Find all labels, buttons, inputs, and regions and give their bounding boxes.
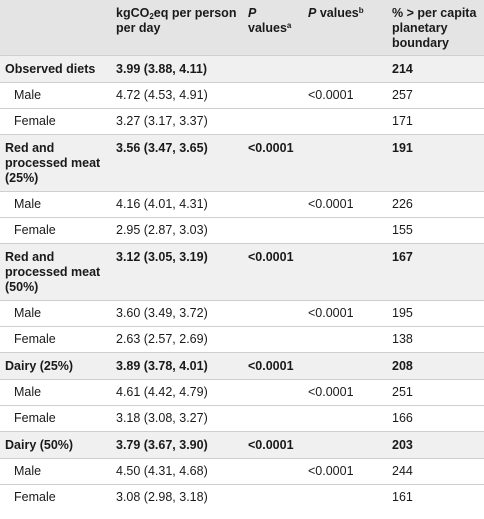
p-value-b: <0.0001 bbox=[308, 196, 354, 211]
table-row: Male 4.72 (4.53, 4.91) <0.0001 257 bbox=[0, 82, 484, 108]
percent-above-boundary: 155 bbox=[392, 222, 413, 237]
row-label: Dairy (50%) bbox=[5, 437, 74, 452]
row-label: Female bbox=[14, 331, 56, 346]
emissions-value: 2.95 (2.87, 3.03) bbox=[116, 222, 208, 237]
table-row: Observed diets 3.99 (3.88, 4.11) 214 bbox=[0, 55, 484, 82]
percent-above-boundary: 191 bbox=[392, 140, 413, 155]
p-value-b bbox=[304, 108, 388, 134]
header-planetary-boundary: % > per capita planetary boundary bbox=[388, 0, 484, 55]
percent-above-boundary: 226 bbox=[392, 196, 413, 211]
percent-above-boundary: 257 bbox=[392, 87, 413, 102]
table-row: Male 4.50 (4.31, 4.68) <0.0001 244 bbox=[0, 458, 484, 484]
p-value-b bbox=[304, 431, 388, 458]
emissions-value: 3.12 (3.05, 3.19) bbox=[116, 249, 208, 264]
p-value-b: <0.0001 bbox=[308, 87, 354, 102]
table-row: Male 4.16 (4.01, 4.31) <0.0001 226 bbox=[0, 191, 484, 217]
percent-above-boundary: 203 bbox=[392, 437, 413, 452]
percent-above-boundary: 208 bbox=[392, 358, 413, 373]
row-label: Male bbox=[14, 87, 42, 102]
emissions-value: 3.79 (3.67, 3.90) bbox=[116, 437, 208, 452]
table-row: Female 3.08 (2.98, 3.18) 161 bbox=[0, 484, 484, 510]
emissions-value: 3.99 (3.88, 4.11) bbox=[116, 61, 208, 76]
emissions-value: 3.89 (3.78, 4.01) bbox=[116, 358, 208, 373]
emissions-value: 4.50 (4.31, 4.68) bbox=[116, 463, 208, 478]
table-row: Female 3.27 (3.17, 3.37) 171 bbox=[0, 108, 484, 134]
header-p-values-b: P valuesb bbox=[304, 0, 388, 55]
percent-above-boundary: 138 bbox=[392, 331, 413, 346]
p-value-b bbox=[304, 217, 388, 243]
p-value-a bbox=[244, 405, 304, 431]
row-label: Male bbox=[14, 196, 42, 211]
table-header: kgCO2eq per person per day P valuesa P v… bbox=[0, 0, 484, 55]
p-value-a bbox=[244, 484, 304, 510]
emissions-value: 2.63 (2.57, 2.69) bbox=[116, 331, 208, 346]
p-value-a: <0.0001 bbox=[248, 140, 294, 155]
p-value-b bbox=[304, 352, 388, 379]
row-label: Female bbox=[14, 410, 56, 425]
percent-above-boundary: 244 bbox=[392, 463, 413, 478]
percent-above-boundary: 166 bbox=[392, 410, 413, 425]
p-value-b bbox=[304, 134, 388, 191]
percent-above-boundary: 251 bbox=[392, 384, 413, 399]
p-value-a: <0.0001 bbox=[248, 437, 294, 452]
table-row: Dairy (50%) 3.79 (3.67, 3.90) <0.0001 203 bbox=[0, 431, 484, 458]
header-emissions: kgCO2eq per person per day bbox=[112, 0, 244, 55]
p-value-b: <0.0001 bbox=[308, 384, 354, 399]
p-value-b: <0.0001 bbox=[308, 305, 354, 320]
p-value-b bbox=[304, 405, 388, 431]
p-value-a bbox=[244, 458, 304, 484]
p-value-b bbox=[304, 484, 388, 510]
emissions-value: 3.60 (3.49, 3.72) bbox=[116, 305, 208, 320]
p-value-b bbox=[304, 326, 388, 352]
row-label: Female bbox=[14, 222, 56, 237]
row-label: Dairy (25%) bbox=[5, 358, 74, 373]
p-value-a bbox=[244, 82, 304, 108]
emissions-value: 4.61 (4.42, 4.79) bbox=[116, 384, 208, 399]
p-value-a bbox=[244, 379, 304, 405]
p-value-b bbox=[304, 243, 388, 300]
row-label: Female bbox=[14, 113, 56, 128]
emissions-value: 4.72 (4.53, 4.91) bbox=[116, 87, 208, 102]
p-value-a: <0.0001 bbox=[248, 358, 294, 373]
emissions-value: 3.18 (3.08, 3.27) bbox=[116, 410, 208, 425]
table-row: Female 2.63 (2.57, 2.69) 138 bbox=[0, 326, 484, 352]
header-blank bbox=[0, 0, 112, 55]
row-label: Observed diets bbox=[5, 61, 96, 76]
emissions-value: 3.27 (3.17, 3.37) bbox=[116, 113, 208, 128]
row-label: Female bbox=[14, 489, 56, 504]
percent-above-boundary: 161 bbox=[392, 489, 413, 504]
emissions-value: 3.08 (2.98, 3.18) bbox=[116, 489, 208, 504]
row-label: Male bbox=[14, 305, 42, 320]
header-p-values-a: P valuesa bbox=[244, 0, 304, 55]
table-row: Red and processed meat (50%) 3.12 (3.05, … bbox=[0, 243, 484, 300]
percent-above-boundary: 167 bbox=[392, 249, 413, 264]
p-value-a bbox=[244, 55, 304, 82]
p-value-a bbox=[244, 300, 304, 326]
table-row: Female 2.95 (2.87, 3.03) 155 bbox=[0, 217, 484, 243]
row-label: Red and processed meat (50%) bbox=[5, 249, 101, 294]
table-row: Female 3.18 (3.08, 3.27) 166 bbox=[0, 405, 484, 431]
table-body: Observed diets 3.99 (3.88, 4.11) 214 Male 4… bbox=[0, 55, 484, 510]
p-value-a bbox=[244, 108, 304, 134]
p-value-a bbox=[244, 326, 304, 352]
row-label: Male bbox=[14, 384, 42, 399]
table-row: Male 3.60 (3.49, 3.72) <0.0001 195 bbox=[0, 300, 484, 326]
p-value-a bbox=[244, 217, 304, 243]
percent-above-boundary: 171 bbox=[392, 113, 413, 128]
emissions-value: 3.56 (3.47, 3.65) bbox=[116, 140, 208, 155]
emissions-value: 4.16 (4.01, 4.31) bbox=[116, 196, 208, 211]
percent-above-boundary: 214 bbox=[392, 61, 413, 76]
percent-above-boundary: 195 bbox=[392, 305, 413, 320]
row-label: Male bbox=[14, 463, 42, 478]
p-value-b bbox=[304, 55, 388, 82]
p-value-a bbox=[244, 191, 304, 217]
table-row: Male 4.61 (4.42, 4.79) <0.0001 251 bbox=[0, 379, 484, 405]
p-value-b: <0.0001 bbox=[308, 463, 354, 478]
p-value-a: <0.0001 bbox=[248, 249, 294, 264]
table-row: Dairy (25%) 3.89 (3.78, 4.01) <0.0001 208 bbox=[0, 352, 484, 379]
row-label: Red and processed meat (25%) bbox=[5, 140, 101, 185]
table-row: Red and processed meat (25%) 3.56 (3.47, … bbox=[0, 134, 484, 191]
